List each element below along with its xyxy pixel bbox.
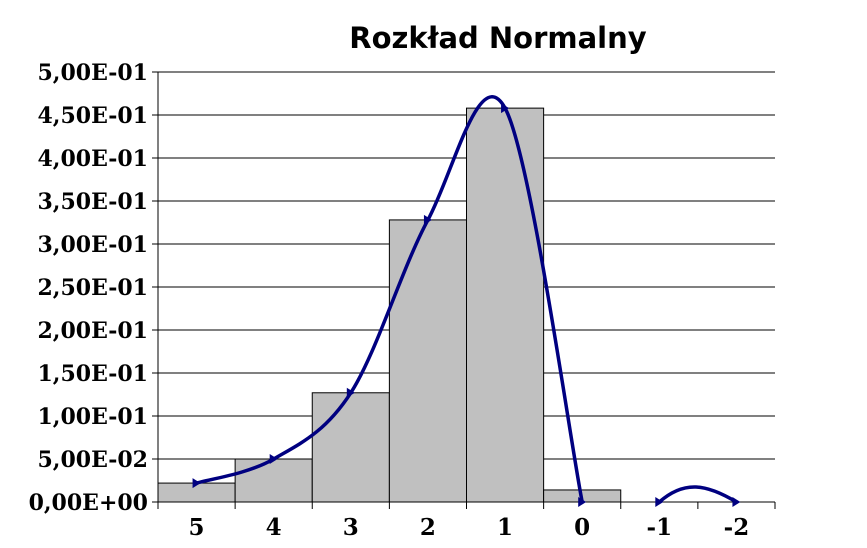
bar xyxy=(388,219,467,503)
x-tick-labels: 5 4 3 2 1 0 -1 -2 xyxy=(189,514,750,541)
x-tick-label: -1 xyxy=(647,514,673,541)
bar xyxy=(234,458,313,503)
y-tick-label: 1,50E-01 xyxy=(37,361,148,387)
line-marker xyxy=(655,497,664,507)
x-tick-label: 2 xyxy=(420,514,436,541)
y-tick-label: 2,50E-01 xyxy=(37,275,148,301)
y-tick-label: 1,00E-01 xyxy=(37,404,148,430)
bar xyxy=(311,392,390,503)
line-marker xyxy=(732,497,741,507)
y-tick-label: 0,00E+00 xyxy=(29,490,148,516)
x-tick-label: 5 xyxy=(189,514,205,541)
bar xyxy=(157,482,236,503)
y-tick-label: 3,00E-01 xyxy=(37,232,148,258)
y-tick-label: 5,00E-01 xyxy=(37,60,148,86)
line-marker xyxy=(423,214,432,225)
bar xyxy=(466,107,545,503)
line-curve xyxy=(658,485,738,504)
line-marker xyxy=(501,103,510,114)
line-series xyxy=(192,95,741,507)
axes xyxy=(152,71,776,509)
y-tick-label: 4,00E-01 xyxy=(37,146,148,172)
x-tick-label: -2 xyxy=(724,514,750,541)
bars xyxy=(157,107,622,503)
chart-title: Rozkład Normalny xyxy=(349,21,646,55)
x-tick-label: 4 xyxy=(266,514,282,541)
x-tick-label: 0 xyxy=(574,514,590,541)
line-marker xyxy=(192,478,201,489)
x-tick-label: 3 xyxy=(343,514,359,541)
y-tick-label: 2,00E-01 xyxy=(37,318,148,344)
y-tick-labels: 0,00E+00 5,00E-02 1,00E-01 1,50E-01 2,00E-01… xyxy=(29,60,148,516)
line-marker xyxy=(346,387,355,398)
y-tick-label: 3,50E-01 xyxy=(37,189,148,215)
y-tick-label: 5,00E-02 xyxy=(37,447,148,473)
line-marker xyxy=(578,497,587,507)
x-tick-label: 1 xyxy=(497,514,513,541)
y-tick-label: 4,50E-01 xyxy=(37,103,148,129)
line-marker xyxy=(269,454,278,464)
